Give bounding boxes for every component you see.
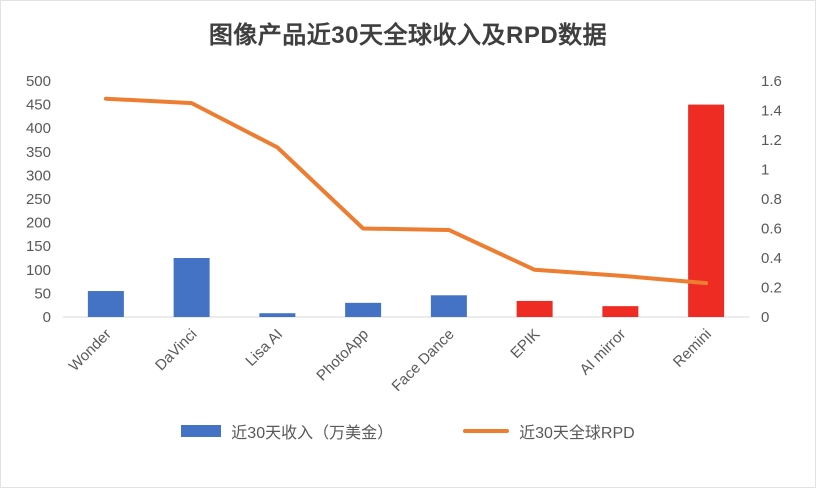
right-axis-tick: 0.6 (761, 221, 782, 238)
bar-face-dance (430, 295, 467, 317)
left-axis-tick: 200 (26, 215, 51, 232)
right-axis-tick: 0.2 (761, 280, 782, 297)
legend-bar-swatch (181, 425, 222, 437)
x-label-lisa-ai: Lisa AI (242, 326, 286, 370)
legend-revenue-label: 近30天收入（万美金） (231, 425, 394, 442)
x-label-epik: EPIK (507, 326, 543, 362)
bar-photoapp (345, 302, 382, 317)
left-axis-tick: 300 (26, 167, 51, 184)
left-axis-tick: 250 (26, 191, 51, 208)
bar-lisa-ai (259, 313, 296, 317)
x-label-face-dance: Face Dance (388, 326, 457, 395)
legend-line-swatch (463, 429, 510, 433)
left-axis-tick: 500 (26, 73, 51, 90)
left-axis-tick: 100 (26, 262, 51, 279)
left-axis-tick: 350 (26, 144, 51, 161)
right-axis-tick: 1 (761, 162, 769, 179)
bar-davinci (173, 258, 210, 317)
combo-chart-plot: 0 50 100 150 200 250 300 350 400 450 500 0 0.2 0.4 0.6… (26, 73, 782, 395)
legend-rpd-label: 近30天全球RPD (519, 425, 635, 442)
left-axis-tick: 0 (43, 309, 51, 326)
bar-ai-mirror (602, 306, 639, 317)
left-axis-tick: 400 (26, 120, 51, 137)
left-axis-tick: 150 (26, 238, 51, 255)
bar-epik (516, 300, 553, 317)
x-label-wonder: Wonder (66, 326, 115, 375)
x-label-remini: Remini (670, 326, 715, 371)
left-axis-tick: 50 (34, 285, 51, 302)
left-axis-tick: 450 (26, 97, 51, 114)
x-label-davinci: DaVinci (152, 326, 200, 374)
right-axis-tick: 0.4 (761, 250, 782, 267)
right-axis-tick: 0.8 (761, 191, 782, 208)
rpd-line (103, 96, 709, 286)
chart-legend: 近30天收入（万美金） 近30天全球RPD (1, 419, 815, 443)
right-axis-tick: 0 (761, 309, 769, 326)
legend-item-revenue: 近30天收入（万美金） (181, 419, 393, 443)
chart-title: 图像产品近30天全球收入及RPD数据 (208, 22, 608, 49)
bar-wonder (87, 291, 124, 317)
bar-remini (688, 104, 725, 317)
right-axis-tick: 1.4 (761, 103, 782, 120)
right-axis-tick: 1.6 (761, 73, 782, 90)
x-label-photoapp: PhotoApp (313, 326, 372, 385)
legend-item-rpd: 近30天全球RPD (463, 419, 635, 443)
right-axis-tick: 1.2 (761, 132, 782, 149)
x-label-ai-mirror: AI mirror (577, 326, 630, 379)
